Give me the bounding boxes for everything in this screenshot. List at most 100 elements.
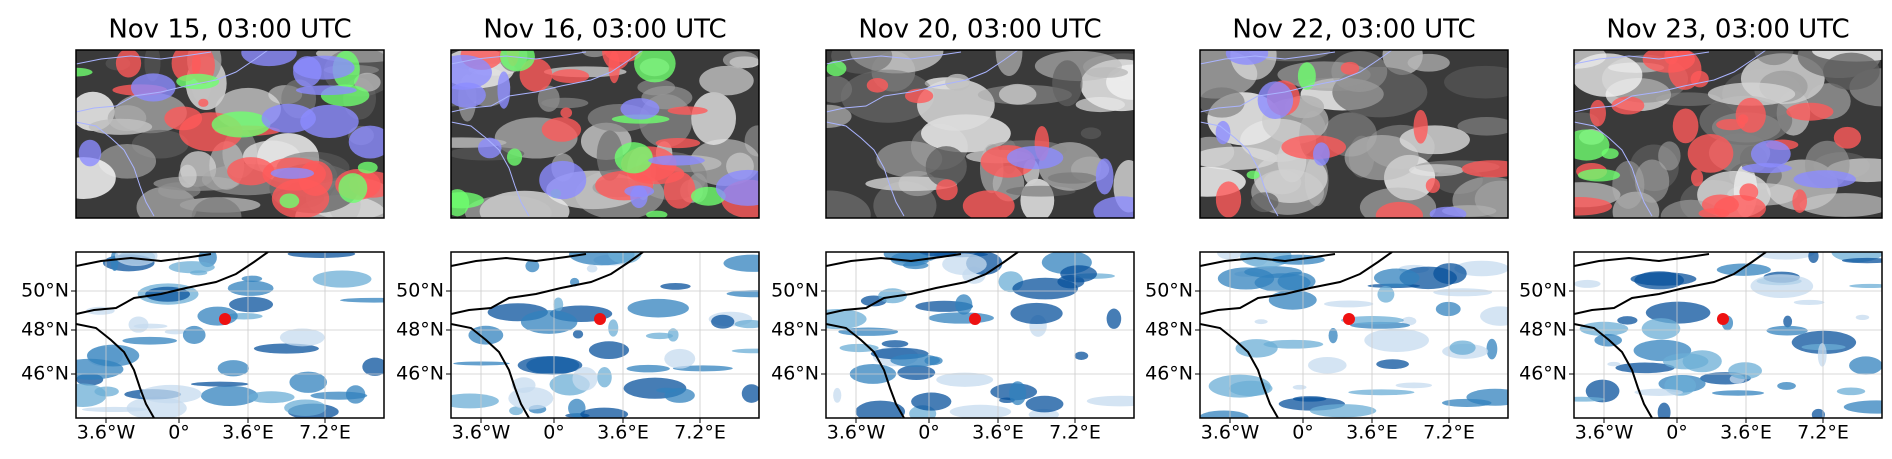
precip: [76, 358, 124, 380]
cloud: [1452, 176, 1508, 218]
cloud: [191, 197, 242, 218]
lat-tick-label: 46°N: [21, 363, 69, 385]
precip: [453, 361, 510, 366]
precip: [1849, 356, 1882, 375]
cloud-class: [300, 104, 359, 139]
precip: [1756, 252, 1815, 260]
precip: [1074, 351, 1089, 360]
cloud-class: [1792, 189, 1808, 213]
cloud-class: [1741, 163, 1792, 174]
panel-frame: [1199, 49, 1509, 219]
panel-title: Nov 15, 03:00 UTC: [108, 15, 351, 45]
precip: [133, 323, 168, 329]
cloud-class: [1601, 148, 1619, 159]
cloud-class: [1215, 181, 1242, 218]
precip: [726, 290, 759, 298]
lon-tick-label: 3.6°E: [972, 422, 1024, 444]
cloud-class: [478, 137, 502, 159]
cloud-class: [655, 137, 701, 149]
lon-tick-label: 0°: [1666, 422, 1688, 444]
site-marker: [594, 313, 606, 325]
precip: [279, 328, 325, 347]
precip-map: [1200, 252, 1508, 418]
cloud-class: [936, 179, 958, 201]
precip: [588, 341, 630, 359]
precip: [1634, 388, 1684, 396]
precip: [1849, 283, 1882, 289]
cloud-class: [715, 169, 759, 206]
panel-title: Nov 22, 03:00 UTC: [1232, 15, 1475, 45]
precip: [289, 371, 327, 393]
precip: [731, 348, 759, 354]
precip: [520, 310, 578, 334]
cloud: [1409, 164, 1464, 177]
cloud: [1200, 87, 1245, 118]
cloud: [541, 97, 589, 109]
precip: [1308, 356, 1347, 374]
cloud-class: [826, 60, 847, 77]
precip: [572, 366, 598, 391]
panel-frame: [450, 49, 760, 219]
precip: [607, 252, 642, 264]
satellite-image: [826, 50, 1134, 218]
cloud-class: [1425, 178, 1440, 194]
precip: [1750, 274, 1814, 299]
cloud-class: [1833, 126, 1862, 149]
panel-frame: [1573, 49, 1883, 219]
lon-tick-label: 0°: [1292, 422, 1314, 444]
lon-tick-label: 0°: [168, 422, 190, 444]
precip: [1254, 319, 1268, 325]
precip: [1574, 279, 1601, 288]
cloud-class: [270, 167, 315, 179]
cloud-class: [76, 67, 93, 77]
precip: [881, 340, 909, 348]
precip: [1086, 395, 1134, 407]
cloud-class: [541, 117, 582, 142]
panel-frame: [825, 251, 1135, 419]
lon-tick-label: 3.6°E: [597, 422, 649, 444]
precip: [723, 254, 759, 272]
cloud: [699, 65, 754, 96]
cloud: [1200, 146, 1278, 170]
cloud-class: [560, 107, 573, 119]
precip: [949, 404, 1012, 418]
precip: [284, 399, 327, 416]
precip: [1010, 302, 1063, 325]
cloud-class: [1611, 96, 1645, 115]
site-marker: [1717, 313, 1729, 325]
coastline: [76, 50, 269, 217]
cloud-class: [279, 193, 300, 209]
cloud-class: [211, 111, 271, 138]
precip: [310, 391, 368, 400]
precip: [1657, 402, 1671, 418]
coastline: [1574, 252, 1767, 418]
cloud-class: [1246, 170, 1260, 180]
cloud: [581, 50, 608, 58]
precip: [1793, 299, 1825, 305]
satellite-image: [76, 50, 384, 218]
cloud-class: [866, 78, 889, 93]
coastline: [451, 50, 644, 217]
precip: [517, 356, 583, 375]
cloud-class: [608, 50, 620, 84]
precip: [182, 325, 206, 344]
cloud: [1080, 127, 1102, 140]
coastline: [1200, 252, 1393, 418]
cloud-class: [1215, 120, 1231, 145]
precip: [1292, 384, 1307, 390]
precip: [1454, 260, 1508, 277]
precip: [553, 297, 564, 312]
lon-tick-label: 3.6°W: [1201, 422, 1260, 444]
cloud-class: [357, 161, 378, 174]
panel-frame: [75, 49, 385, 219]
precip: [1376, 359, 1409, 370]
cloud-class: [962, 190, 1015, 218]
panel-frame: [1573, 251, 1883, 419]
precip: [1783, 315, 1793, 328]
lon-tick-label: 3.6°W: [1575, 422, 1634, 444]
cloud: [1250, 192, 1279, 213]
precip: [1811, 408, 1825, 418]
precip: [1843, 400, 1882, 414]
precip: [1441, 398, 1492, 407]
